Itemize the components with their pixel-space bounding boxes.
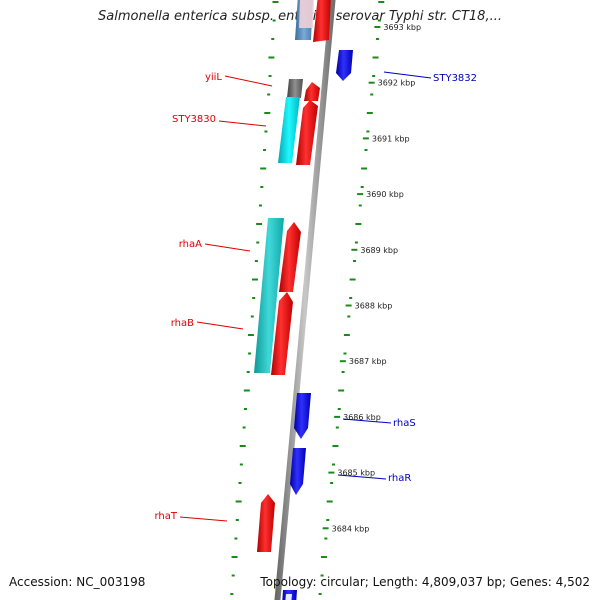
blue-gene-rhas bbox=[294, 393, 311, 439]
kbp-tick-label: 3691 kbp bbox=[372, 134, 410, 143]
gene-label-sty3830: STY3830 bbox=[172, 114, 216, 125]
leader-line-rhat bbox=[179, 516, 228, 522]
kbp-tick-label: 3686 kbp bbox=[343, 413, 381, 422]
leader-line-rhas bbox=[342, 418, 392, 424]
tick-tracks bbox=[230, 1, 385, 595]
leader-line-yiil bbox=[224, 75, 273, 87]
gene-label-rhab: rhaB bbox=[171, 318, 194, 329]
topology-label: Topology: circular; Length: 4,809,037 bp… bbox=[260, 575, 590, 589]
kbp-tick-label: 3684 kbp bbox=[332, 524, 370, 533]
teal-feature-rhaa-rhab bbox=[254, 218, 284, 373]
blue-gene-rhar bbox=[290, 448, 306, 495]
red-gene-yiil bbox=[304, 82, 320, 101]
accession-label: Accession: NC_003198 bbox=[9, 575, 146, 589]
red-gene-sty3830 bbox=[296, 100, 318, 165]
red-gene-rhat bbox=[257, 494, 275, 552]
gene-label-yiil: yiiL bbox=[205, 72, 222, 83]
pink-feature-top bbox=[299, 0, 314, 28]
gene-label-sty3832: STY3832 bbox=[433, 73, 477, 84]
leader-line-rhar bbox=[337, 474, 387, 480]
kbp-tick-label: 3690 kbp bbox=[366, 190, 404, 199]
red-gene-rhab bbox=[271, 292, 293, 375]
leader-line-sty3830 bbox=[218, 120, 267, 127]
blue-gene-sty3832 bbox=[336, 50, 353, 81]
gene-label-rhaa: rhaA bbox=[179, 239, 202, 250]
leader-line-rhab bbox=[196, 321, 244, 330]
kbp-scale: 3693 kbp 3692 kbp 3691 kbp 3690 kbp 3689 kbp… bbox=[322, 23, 421, 533]
kbp-tick-label: 3693 kbp bbox=[383, 23, 421, 32]
grey-feature-yiil bbox=[287, 79, 303, 98]
gene-label-rhas: rhaS bbox=[393, 418, 416, 429]
red-gene-rhaa bbox=[279, 222, 301, 292]
kbp-tick-label: 3685 kbp bbox=[337, 469, 375, 478]
genome-backbone bbox=[274, 0, 336, 600]
cyan-feature-sty3830 bbox=[278, 97, 300, 163]
leader-line-rhaa bbox=[204, 243, 251, 252]
kbp-tick-label: 3688 kbp bbox=[355, 302, 393, 311]
white-feature-bottom bbox=[285, 594, 292, 600]
gene-labels-left: yiiL STY3830 rhaA rhaB rhaT bbox=[154, 72, 273, 522]
red-gene-top bbox=[313, 0, 331, 42]
gene-labels-right: STY3832 rhaS rhaR bbox=[337, 71, 477, 484]
gene-label-rhat: rhaT bbox=[154, 511, 177, 522]
leader-line-sty3832 bbox=[383, 71, 432, 79]
gene-label-rhar: rhaR bbox=[388, 473, 411, 484]
kbp-tick-label: 3692 kbp bbox=[378, 79, 416, 88]
gene-features bbox=[254, 0, 353, 600]
kbp-tick-label: 3687 kbp bbox=[349, 357, 387, 366]
kbp-tick-label: 3689 kbp bbox=[360, 246, 398, 255]
